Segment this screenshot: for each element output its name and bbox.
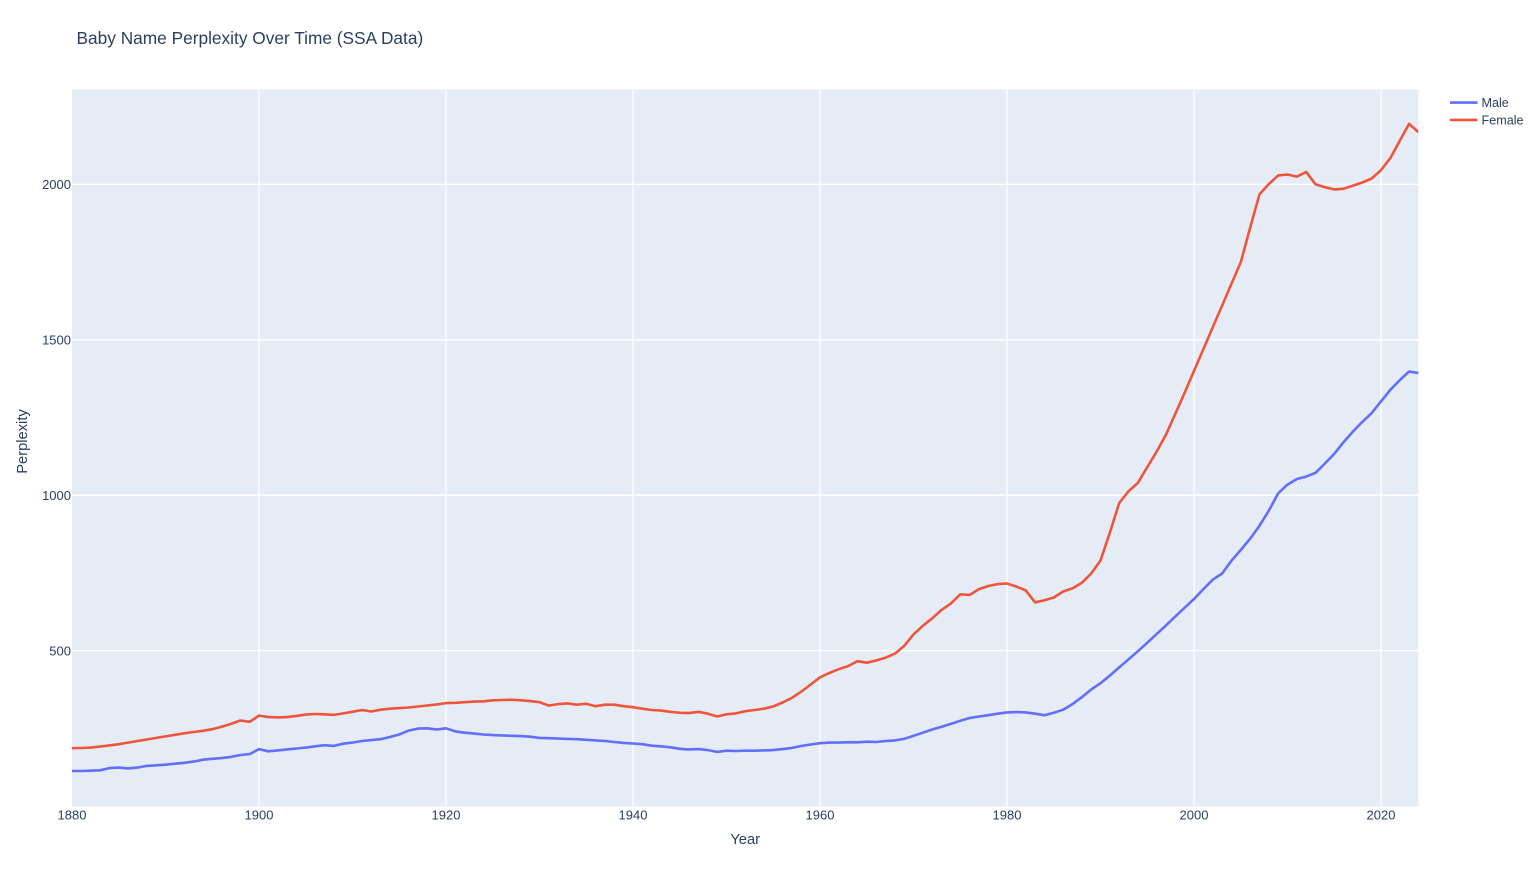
svg-text:1980: 1980 — [993, 808, 1022, 823]
svg-text:Baby Name Perplexity Over Time: Baby Name Perplexity Over Time (SSA Data… — [77, 28, 424, 48]
svg-text:1500: 1500 — [42, 333, 71, 348]
svg-text:2000: 2000 — [1180, 808, 1209, 823]
svg-text:1960: 1960 — [806, 808, 835, 823]
svg-text:Perplexity: Perplexity — [15, 409, 31, 474]
svg-text:2000: 2000 — [42, 177, 71, 192]
svg-text:1920: 1920 — [432, 808, 461, 823]
svg-text:1940: 1940 — [619, 808, 648, 823]
svg-text:Male: Male — [1482, 96, 1509, 110]
svg-text:500: 500 — [49, 643, 71, 658]
svg-text:1900: 1900 — [245, 808, 274, 823]
svg-text:Female: Female — [1482, 114, 1524, 128]
svg-text:1000: 1000 — [42, 488, 71, 503]
svg-text:1880: 1880 — [58, 808, 87, 823]
svg-text:Year: Year — [730, 832, 760, 848]
svg-text:2020: 2020 — [1367, 808, 1396, 823]
